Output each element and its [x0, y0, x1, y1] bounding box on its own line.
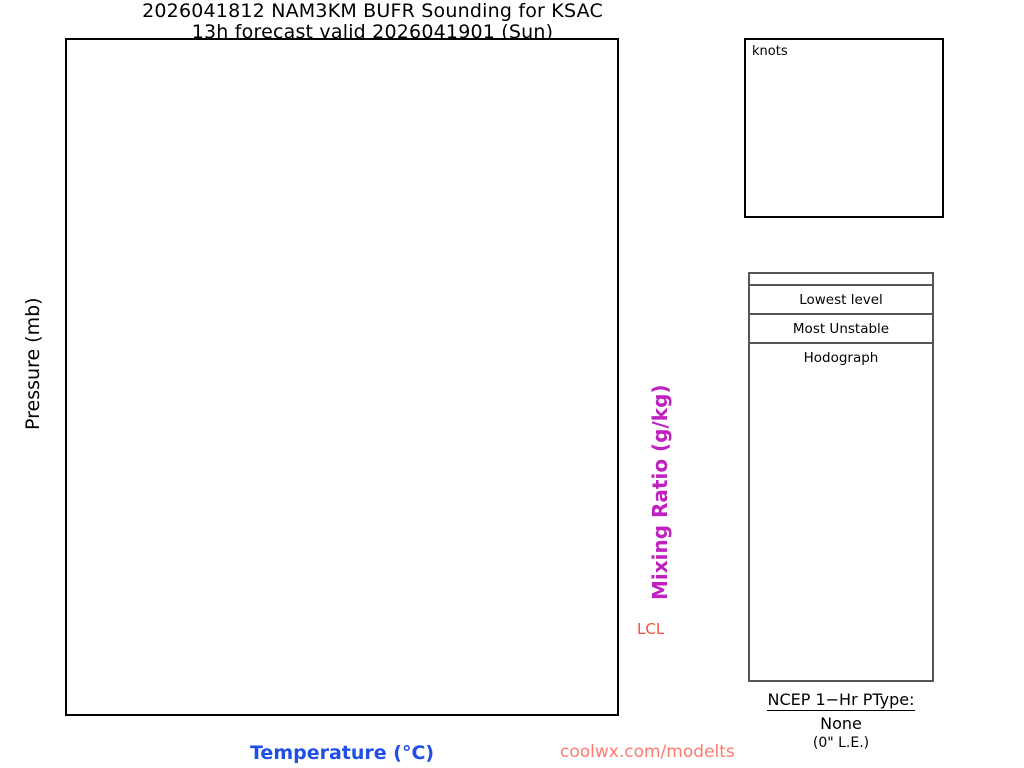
ptype-liquid-equivalent: (0" L.E.)	[812, 735, 870, 751]
most-unstable-heading: Most Unstable	[792, 321, 890, 337]
divider	[750, 313, 932, 315]
hodograph-panel	[744, 38, 944, 218]
divider	[750, 342, 932, 344]
chart-title: 2026041812 NAM3KM BUFR Sounding for KSAC…	[0, 1, 745, 43]
hodograph-stats-heading: Hodograph	[803, 350, 879, 366]
title-line-1: 2026041812 NAM3KM BUFR Sounding for KSAC	[142, 0, 603, 22]
watermark: coolwx.com/modelts	[560, 742, 735, 762]
divider	[750, 284, 932, 286]
ptype-panel: NCEP 1−Hr PType: None (0" L.E.)	[736, 690, 946, 751]
hodograph-plot	[744, 38, 944, 218]
ptype-header: NCEP 1−Hr PType:	[767, 690, 915, 711]
skewt-plot-frame	[65, 38, 619, 716]
hodograph-units-label: knots	[752, 44, 788, 59]
indices-panel: Lowest level Most Unstable Hodograph	[748, 272, 934, 682]
y-axis-title: Pressure (mb)	[22, 297, 44, 430]
lowest-level-heading: Lowest level	[799, 292, 883, 308]
ptype-value: None	[820, 714, 862, 733]
x-axis-title: Temperature (°C)	[250, 742, 435, 764]
lcl-label: LCL	[637, 620, 665, 638]
title-line-2: 13h forecast valid 2026041901 (Sun)	[191, 21, 554, 43]
wind-barb-column	[660, 38, 744, 716]
